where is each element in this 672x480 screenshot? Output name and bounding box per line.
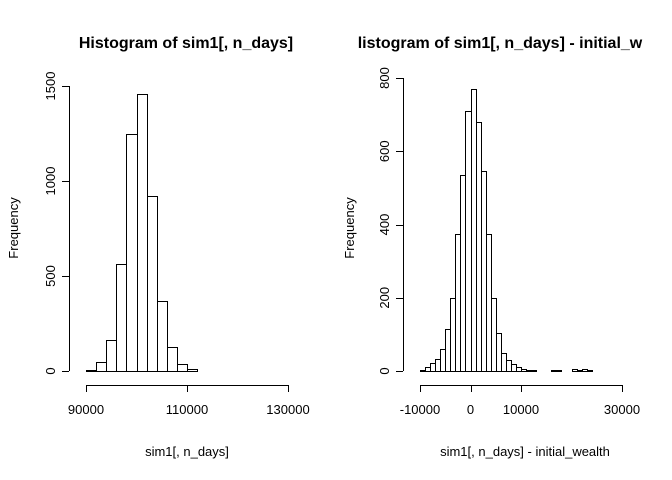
histogram-bar bbox=[587, 370, 593, 372]
histogram-bar bbox=[440, 349, 446, 372]
y-axis-label: Frequency bbox=[6, 197, 21, 259]
x-tick-label: 90000 bbox=[68, 402, 104, 417]
histogram-bar bbox=[551, 370, 557, 372]
histogram-bar bbox=[106, 340, 117, 372]
x-tick-label: 130000 bbox=[266, 402, 309, 417]
y-tick-label: 1500 bbox=[43, 72, 58, 101]
histogram-bar bbox=[582, 369, 588, 372]
histogram-bar bbox=[126, 134, 138, 372]
histogram-bar bbox=[177, 364, 188, 372]
histogram-bar bbox=[511, 364, 517, 372]
histogram-bar bbox=[516, 367, 522, 372]
histogram-bar bbox=[435, 359, 441, 372]
histogram-bar bbox=[577, 370, 583, 372]
histogram-bar bbox=[465, 111, 472, 372]
chart-title: listogram of sim1[, n_days] - initial_w bbox=[358, 35, 643, 52]
histogram-bar bbox=[96, 362, 107, 372]
y-axis-label: Frequency bbox=[342, 197, 357, 259]
histogram-bar bbox=[481, 171, 487, 372]
chart-title: Histogram of sim1[, n_days] bbox=[79, 35, 293, 52]
histogram-bar bbox=[506, 360, 512, 372]
x-tick-label: -10000 bbox=[400, 402, 440, 417]
y-tick-label: 0 bbox=[43, 367, 58, 374]
y-tick-label: 400 bbox=[377, 214, 392, 236]
histogram-bar bbox=[425, 367, 431, 372]
y-tick-label: 1000 bbox=[43, 167, 58, 196]
histogram-bar bbox=[430, 363, 436, 372]
y-tick-label: 800 bbox=[377, 67, 392, 89]
histogram-bar bbox=[420, 370, 426, 372]
y-tick-label: 0 bbox=[377, 367, 392, 374]
histogram-bar bbox=[167, 347, 178, 372]
histogram-bar bbox=[147, 196, 158, 372]
y-tick-label: 600 bbox=[377, 140, 392, 162]
histogram-bar bbox=[491, 298, 497, 372]
histogram-bar bbox=[187, 369, 198, 372]
y-tick-label: 200 bbox=[377, 287, 392, 309]
x-tick-label: 30000 bbox=[604, 402, 640, 417]
histogram-bar bbox=[116, 264, 127, 372]
x-tick-label: 110000 bbox=[166, 402, 208, 417]
histogram-bar bbox=[496, 333, 502, 372]
histogram-bar bbox=[556, 370, 562, 372]
histogram-bar bbox=[531, 370, 537, 372]
x-axis-label: sim1[, n_days] bbox=[145, 444, 229, 459]
x-tick-label: 10000 bbox=[503, 402, 539, 417]
histogram-bar bbox=[471, 89, 477, 372]
y-tick-label: 500 bbox=[43, 265, 58, 287]
histogram-bar bbox=[486, 234, 492, 372]
histogram-bar bbox=[455, 234, 461, 372]
histogram-bar bbox=[521, 369, 527, 372]
histogram-bar bbox=[501, 353, 507, 372]
histogram-bar bbox=[572, 369, 578, 372]
histogram-bar bbox=[450, 298, 456, 372]
histogram-bar bbox=[445, 329, 451, 372]
histogram-bar bbox=[476, 122, 482, 372]
histogram-bar bbox=[157, 301, 168, 372]
x-tick-label: 0 bbox=[467, 402, 474, 417]
histogram-bar bbox=[86, 370, 97, 372]
histogram-bar bbox=[526, 370, 532, 372]
x-axis-label: sim1[, n_days] - initial_wealth bbox=[440, 444, 610, 459]
histogram-bar bbox=[137, 94, 148, 372]
histogram-bar bbox=[460, 175, 466, 372]
